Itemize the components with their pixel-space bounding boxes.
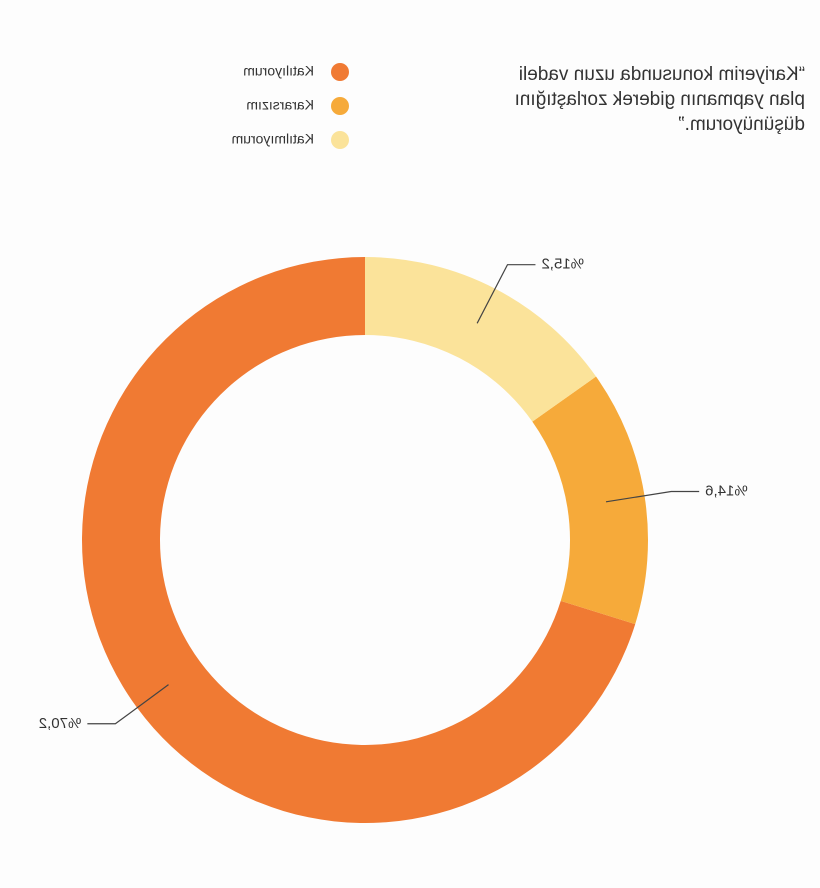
legend-label: Katılıyorum [243, 63, 314, 79]
chart-title: “Kariyerim konusunda uzun vadeli [519, 64, 805, 85]
chart-title: plan yapmanın giderek zorlaştığını [515, 89, 805, 110]
leader-line [87, 684, 169, 725]
legend-swatch [331, 131, 349, 149]
donut-slice [532, 376, 648, 625]
legend-label: Kararsızım [246, 97, 314, 113]
leader-line [605, 490, 700, 503]
leader-line [476, 264, 536, 324]
legend-swatch [331, 97, 349, 115]
legend-swatch [331, 63, 349, 81]
value-label: %14,6 [705, 482, 748, 499]
value-label: %15,2 [541, 256, 584, 273]
chart-title: düşünüyorum.” [678, 114, 805, 135]
legend-label: Katılmıyorum [232, 131, 314, 147]
value-label: %70,2 [39, 715, 82, 732]
donut-slice [365, 257, 597, 422]
